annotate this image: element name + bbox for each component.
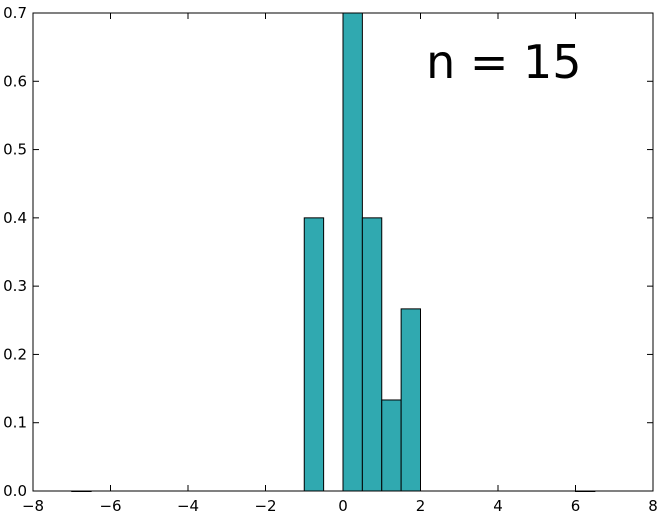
histogram-bar bbox=[303, 217, 325, 492]
x-tick-label: −2 bbox=[254, 497, 276, 514]
x-tick-label: −6 bbox=[99, 497, 121, 514]
plot-frame bbox=[32, 12, 654, 492]
histogram-bar bbox=[400, 308, 421, 492]
x-tick-label: −8 bbox=[22, 497, 44, 514]
x-tick-label: −4 bbox=[177, 497, 199, 514]
histogram-bar bbox=[342, 12, 363, 492]
histogram-bar bbox=[361, 217, 383, 492]
y-tick-label: 0.7 bbox=[3, 4, 27, 22]
x-tick-labels: −8 −6 −4 −2 0 2 4 6 8 bbox=[22, 497, 658, 514]
y-tick-label: 0.6 bbox=[3, 72, 27, 90]
x-tick-label: 0 bbox=[338, 497, 348, 514]
bars-layer bbox=[71, 12, 596, 492]
y-tick-label: 0.5 bbox=[3, 141, 27, 159]
y-tick-label: 0.1 bbox=[3, 414, 27, 432]
y-tick-label: 0.2 bbox=[3, 345, 27, 363]
y-tick-labels: 0.0 0.1 0.2 0.3 0.4 0.5 0.6 0.7 bbox=[3, 4, 27, 500]
x-tick-label: 4 bbox=[493, 497, 503, 514]
y-tick-label: 0.3 bbox=[3, 277, 27, 295]
histogram-bar bbox=[381, 399, 402, 492]
y-tick-label: 0.0 bbox=[3, 482, 27, 500]
x-tick-label: 8 bbox=[648, 497, 658, 514]
x-tick-label: 2 bbox=[416, 497, 426, 514]
x-tick-label: 6 bbox=[571, 497, 581, 514]
sample-size-annotation: n = 15 bbox=[426, 35, 581, 89]
y-tick-label: 0.4 bbox=[3, 209, 27, 227]
